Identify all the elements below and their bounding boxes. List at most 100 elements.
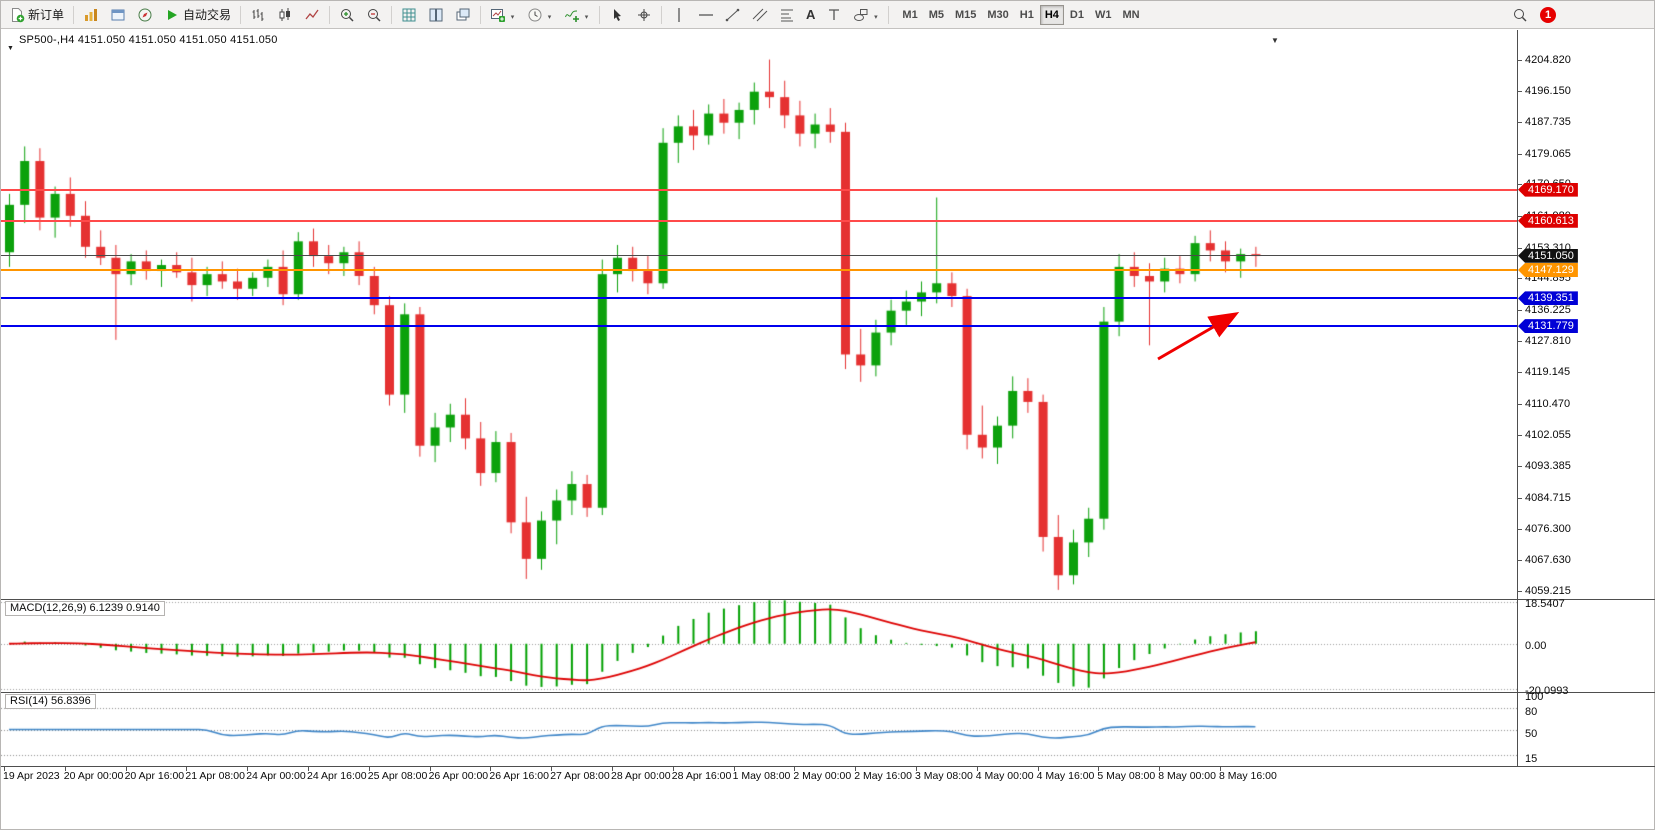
time-axis-label: 4 May 16:00 — [1036, 770, 1095, 782]
vertical-line-button[interactable] — [666, 3, 692, 27]
timeframe-button-m30[interactable]: M30 — [982, 5, 1013, 25]
level-line-current-price[interactable] — [1, 255, 1517, 257]
timeframe-button-m5[interactable]: M5 — [924, 5, 949, 25]
price-axis-tick: 4084.715 — [1525, 491, 1571, 504]
level-line-support-1[interactable] — [1, 297, 1517, 300]
clock-icon — [528, 8, 542, 21]
market-watch-button[interactable] — [78, 3, 104, 27]
bar-chart-icon — [252, 8, 264, 21]
horizontal-line-button[interactable] — [693, 3, 719, 27]
time-axis-label: 26 Apr 00:00 — [428, 770, 489, 782]
timeframe-button-h4[interactable]: H4 — [1039, 4, 1064, 25]
trendline-icon — [725, 8, 740, 21]
macd-indicator-canvas[interactable] — [1, 600, 1517, 692]
timeframe-button-w1[interactable]: W1 — [1090, 5, 1117, 25]
toolbar-separator — [329, 5, 331, 24]
candlestick-chart-canvas[interactable] — [1, 30, 1517, 599]
trendline-button[interactable] — [720, 3, 746, 27]
market-watch-icon — [85, 8, 98, 21]
cursor-button[interactable] — [604, 3, 630, 27]
period-clock-button[interactable] — [522, 3, 558, 27]
toolbar-separator — [599, 5, 601, 24]
chart-shift-marker[interactable] — [1271, 30, 1279, 48]
tile-windows-button[interactable] — [423, 3, 449, 27]
navigator-icon — [138, 8, 152, 21]
macd-label: MACD(12,26,9) 6.1239 0.9140 — [5, 601, 165, 616]
price-axis-tickmark — [1517, 247, 1522, 249]
time-axis-tickmark — [308, 767, 309, 771]
price-axis-tickmark — [1517, 59, 1522, 61]
cascade-windows-button[interactable] — [450, 3, 476, 27]
zoom-out-button[interactable] — [361, 3, 387, 27]
price-axis-tickmark — [1517, 153, 1522, 155]
time-axis-tickmark — [976, 767, 978, 771]
new-chart-button[interactable] — [485, 3, 521, 27]
data-window-button[interactable] — [105, 3, 131, 27]
grid-button[interactable] — [396, 3, 422, 27]
symbol-dropdown-arrow[interactable] — [7, 37, 14, 55]
chart-ohlc-label: SP500-,H4 4151.050 4151.050 4151.050 415… — [19, 34, 278, 46]
line-chart-button[interactable] — [299, 3, 325, 27]
price-axis-tick: 4119.145 — [1525, 366, 1571, 379]
candlestick-button[interactable] — [272, 3, 298, 27]
price-axis-tickmark — [1517, 560, 1522, 562]
navigator-button[interactable] — [132, 3, 158, 27]
time-axis-label: 28 Apr 16:00 — [671, 770, 732, 782]
new-order-button[interactable]: 新订单 — [4, 3, 69, 27]
price-axis-tick: 4059.215 — [1525, 584, 1571, 597]
price-badge-support-1: 4139.351 — [1518, 291, 1578, 306]
crosshair-button[interactable] — [631, 3, 657, 27]
level-line-resistance-2[interactable] — [1, 219, 1517, 222]
label-button[interactable] — [821, 3, 847, 27]
level-line-pivot-orange[interactable] — [1, 269, 1517, 271]
timeframe-button-m15[interactable]: M15 — [950, 5, 981, 25]
price-badge-support-2: 4131.779 — [1518, 319, 1578, 334]
price-axis-tickmark — [1517, 215, 1522, 217]
price-badge-current-price: 4151.050 — [1518, 248, 1578, 263]
price-axis-tick: 4067.630 — [1525, 554, 1571, 567]
main-macd-separator[interactable] — [1, 599, 1655, 600]
text-label-icon — [829, 8, 840, 20]
grid-icon — [402, 8, 416, 21]
time-axis-label: 24 Apr 00:00 — [246, 770, 306, 782]
price-axis-tickmark — [1517, 340, 1522, 342]
notification-badge[interactable]: 1 — [1540, 7, 1556, 23]
macd-rsi-separator[interactable] — [1, 692, 1655, 693]
timeframe-toolbar: M1 M5 M15 M30 H1 H4 D1 W1 MN — [897, 4, 1144, 25]
fibonacci-button[interactable] — [774, 3, 800, 27]
timeframe-button-m1[interactable]: M1 — [897, 5, 922, 25]
rsi-indicator-canvas[interactable] — [1, 693, 1517, 766]
time-axis-tickmark — [368, 767, 370, 771]
indicators-button[interactable] — [559, 3, 595, 27]
time-axis-tickmark — [612, 767, 613, 771]
channel-button[interactable] — [747, 3, 773, 27]
price-axis-tickmark — [1517, 91, 1522, 93]
shapes-button[interactable] — [848, 3, 884, 27]
search-icon — [1514, 9, 1527, 22]
autotrading-button[interactable]: 自动交易 — [159, 3, 236, 27]
toolbar-separator — [480, 5, 482, 24]
toolbar-right-group: 1 — [1507, 1, 1556, 29]
dropdown-chevron-icon — [872, 8, 879, 22]
price-badge-resistance-2: 4160.613 — [1518, 213, 1578, 228]
time-axis-label: 8 May 16:00 — [1219, 770, 1277, 782]
zoom-in-button[interactable] — [334, 3, 360, 27]
text-button[interactable]: A — [801, 3, 820, 27]
zoom-in-icon — [341, 8, 354, 22]
timeframe-button-h1[interactable]: H1 — [1015, 5, 1039, 25]
price-axis-tickmark — [1517, 590, 1522, 592]
bar-chart-button[interactable] — [245, 3, 271, 27]
search-button[interactable] — [1507, 3, 1533, 27]
price-axis-tickmark — [1517, 309, 1522, 311]
trend-arrow-annotation[interactable] — [1096, 289, 1256, 369]
price-axis-border[interactable] — [1517, 30, 1518, 766]
candlestick-icon — [279, 7, 291, 21]
level-line-support-2[interactable] — [1, 325, 1517, 328]
dropdown-chevron-icon — [583, 8, 590, 22]
level-line-resistance-1[interactable] — [1, 188, 1517, 191]
timeframe-button-d1[interactable]: D1 — [1065, 5, 1089, 25]
rsi-label: RSI(14) 56.8396 — [5, 694, 96, 709]
time-axis-label: 28 Apr 00:00 — [611, 770, 671, 782]
timeframe-button-mn[interactable]: MN — [1117, 5, 1144, 25]
